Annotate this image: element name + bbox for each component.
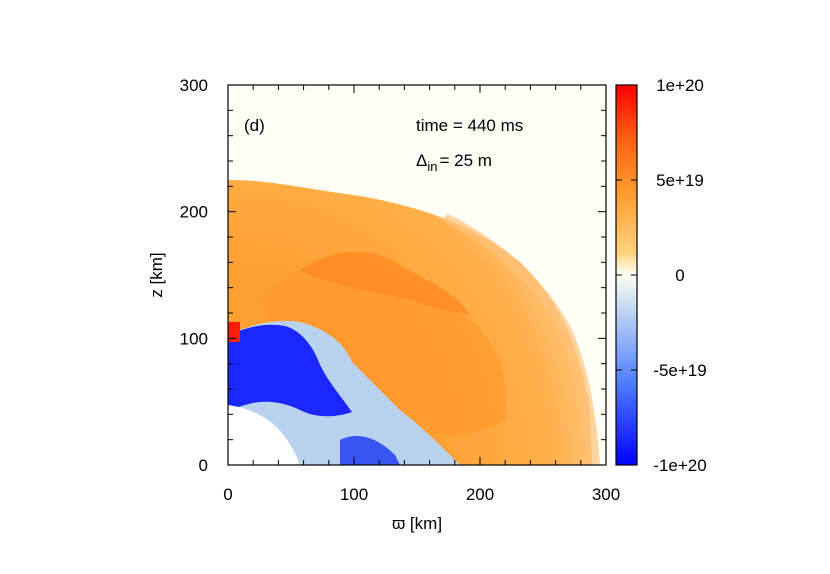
plot-frame [227, 84, 607, 466]
plume-cap [300, 251, 470, 315]
x-tick-label: 300 [592, 485, 620, 504]
delta-sub: in [427, 159, 437, 174]
time-annotation: time = 440 ms [416, 116, 523, 135]
colorbar-tick-label: 1e+20 [656, 76, 704, 95]
inner-boundary [228, 405, 300, 465]
y-tick-label: 200 [180, 203, 208, 222]
y-tick-label: 0 [199, 456, 208, 475]
shock-fringe [440, 214, 600, 465]
x-tick-label: 0 [223, 485, 232, 504]
colorbar-tick-label: -1e+20 [653, 456, 706, 475]
y-tick-label: 100 [180, 329, 208, 348]
delta-value: = 25 m [439, 151, 491, 170]
colorbar-tick-label: -5e+19 [653, 361, 706, 380]
axis-tick-labels: 0 100 200 300 0 100 200 300 [180, 76, 621, 504]
negative-core [228, 324, 352, 417]
delta-symbol: Δ [416, 151, 427, 170]
negative-streak [340, 435, 400, 465]
plume-region [260, 260, 507, 435]
x-axis-label: ϖ [km] [392, 514, 442, 533]
hot-spot [228, 322, 240, 342]
y-axis-label: z [km] [147, 252, 166, 297]
colorbar-ticks: -1e+20 -5e+19 0 5e+19 1e+20 [616, 76, 707, 475]
colorbar-tick-label: 5e+19 [656, 171, 704, 190]
x-tick-label: 100 [340, 485, 368, 504]
x-tick-label: 200 [466, 485, 494, 504]
colorbar-tick-label: 0 [675, 266, 684, 285]
y-tick-label: 300 [180, 76, 208, 95]
panel-label: (d) [244, 116, 265, 135]
heatmap-field [228, 85, 606, 465]
delta-annotation: Δin = 25 m [416, 151, 492, 174]
axis-ticks [227, 84, 607, 466]
